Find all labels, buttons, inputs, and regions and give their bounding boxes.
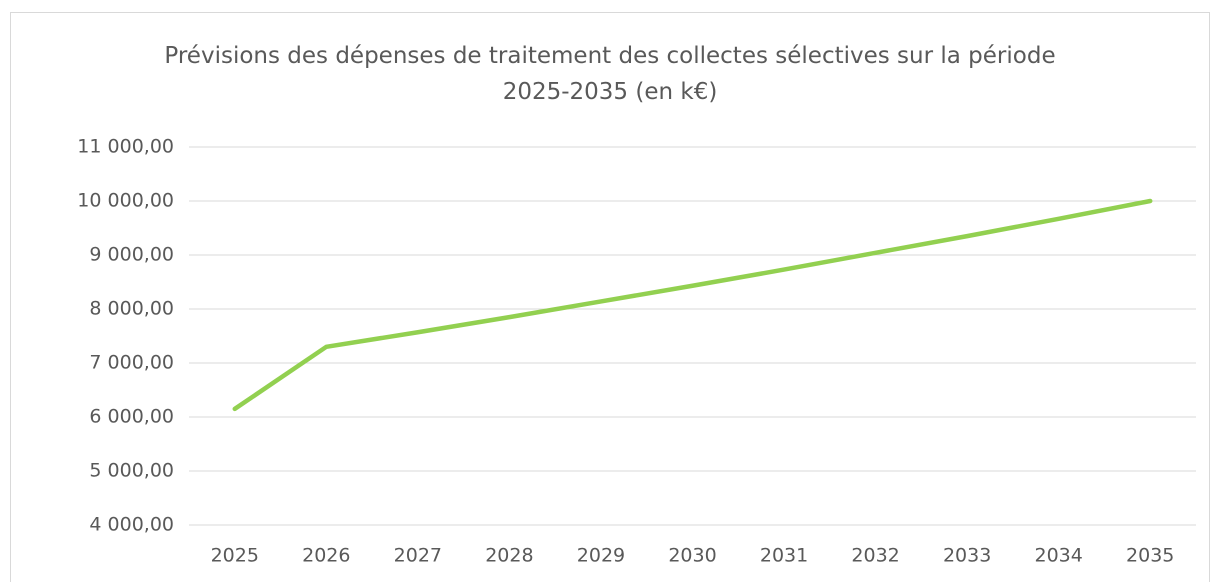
x-tick-label: 2028 — [485, 545, 533, 567]
x-tick-label: 2031 — [760, 545, 808, 567]
y-tick-label: 7 000,00 — [89, 352, 174, 374]
y-tick-label: 9 000,00 — [89, 244, 174, 266]
y-tick-label: 10 000,00 — [77, 190, 174, 212]
x-tick-label: 2035 — [1126, 545, 1174, 567]
x-tick-label: 2029 — [577, 545, 625, 567]
x-tick-label: 2034 — [1035, 545, 1083, 567]
x-tick-label: 2026 — [302, 545, 350, 567]
x-tick-label: 2033 — [943, 545, 991, 567]
y-tick-label: 8 000,00 — [89, 298, 174, 320]
y-tick-label: 11 000,00 — [77, 136, 174, 158]
x-tick-label: 2027 — [394, 545, 442, 567]
x-tick-label: 2030 — [668, 545, 716, 567]
y-tick-label: 4 000,00 — [89, 514, 174, 536]
y-tick-label: 5 000,00 — [89, 460, 174, 482]
data-line — [232, 198, 1153, 412]
chart-frame — [10, 12, 1210, 582]
x-tick-label: 2025 — [211, 545, 259, 567]
y-tick-label: 6 000,00 — [89, 406, 174, 428]
chart-title: Prévisions des dépenses de traitement de… — [164, 43, 1056, 105]
x-tick-label: 2032 — [851, 545, 899, 567]
